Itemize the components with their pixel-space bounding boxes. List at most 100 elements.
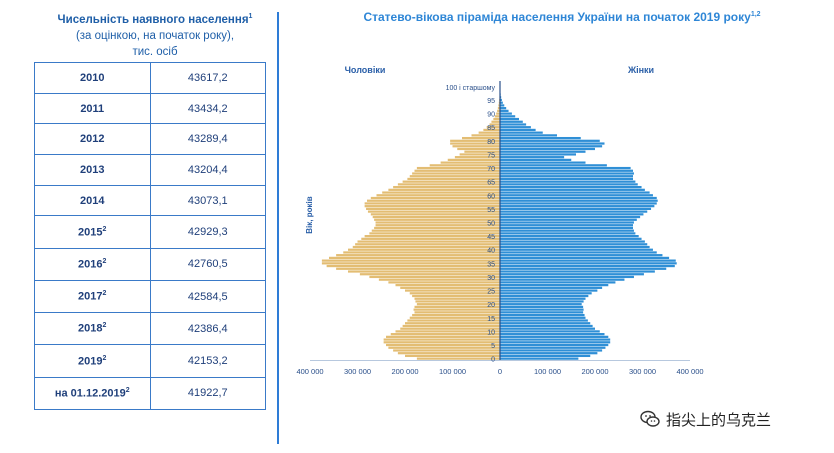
bar-women-age-28 bbox=[500, 281, 616, 284]
bar-women-age-26 bbox=[500, 286, 603, 289]
bar-men-age-28 bbox=[388, 281, 500, 284]
population-value-cell: 42386,4 bbox=[149, 312, 266, 346]
bar-women-age-57 bbox=[500, 202, 657, 205]
bar-men-age-29 bbox=[378, 278, 500, 281]
bar-women-age-84 bbox=[500, 128, 536, 132]
population-value-cell: 42584,5 bbox=[149, 279, 266, 314]
bar-women-age-31 bbox=[500, 273, 644, 276]
age-tick-label: 55 bbox=[487, 207, 495, 214]
bar-men-age-59 bbox=[370, 196, 500, 200]
age-tick-label: 10 bbox=[487, 329, 495, 336]
bar-women-age-59 bbox=[500, 196, 657, 200]
bar-men-age-52 bbox=[372, 215, 500, 219]
bar-women-age-33 bbox=[500, 267, 667, 270]
bar-women-age-87 bbox=[500, 120, 523, 123]
bar-women-age-49 bbox=[500, 224, 633, 227]
bar-men-age-17 bbox=[414, 311, 500, 314]
bar-men-age-67 bbox=[409, 175, 500, 178]
bar-women-age-35 bbox=[500, 262, 677, 265]
x-tick-label: 100 000 bbox=[439, 367, 466, 376]
bar-women-age-78 bbox=[500, 145, 603, 148]
age-tick-label: 20 bbox=[487, 302, 495, 309]
bar-women-age-24 bbox=[500, 292, 592, 295]
x-tick-label: 200 000 bbox=[581, 367, 608, 376]
bar-women-age-19 bbox=[500, 305, 584, 309]
bar-women-age-8 bbox=[500, 335, 609, 338]
bar-women-age-85 bbox=[500, 126, 531, 129]
y-axis-label: Вік, років bbox=[305, 196, 314, 233]
year-cell: 2011 bbox=[34, 92, 151, 125]
bar-women-age-83 bbox=[500, 131, 543, 134]
bar-women-age-75 bbox=[500, 153, 576, 156]
bar-women-age-1 bbox=[500, 354, 591, 358]
age-tick-label: 95 bbox=[487, 98, 495, 105]
legend-men: Чоловіки bbox=[345, 65, 386, 75]
bar-women-age-66 bbox=[500, 177, 633, 181]
bar-women-age-16 bbox=[500, 313, 585, 317]
bar-women-age-81 bbox=[500, 136, 581, 140]
table-row: 2011 43434,2 bbox=[34, 92, 266, 125]
bar-women-age-46 bbox=[500, 232, 636, 235]
bar-men-age-41 bbox=[352, 245, 500, 249]
population-value-cell: 42929,3 bbox=[149, 215, 266, 249]
bar-men-age-1 bbox=[405, 354, 500, 358]
bar-men-age-25 bbox=[405, 289, 500, 292]
left-panel-header: Чисельність наявного населення1 (за оцін… bbox=[35, 9, 275, 60]
year-cell: 20162 bbox=[34, 247, 151, 281]
bar-women-age-50 bbox=[500, 221, 634, 224]
bar-women-age-86 bbox=[500, 123, 527, 126]
bar-men-age-84 bbox=[483, 128, 500, 132]
bar-women-age-13 bbox=[500, 322, 591, 325]
bar-men-age-91 bbox=[497, 109, 500, 112]
bar-men-age-79 bbox=[450, 142, 500, 145]
population-value-cell: 42760,5 bbox=[149, 247, 266, 281]
x-tick-label: 400 000 bbox=[296, 367, 323, 376]
bar-men-age-65 bbox=[402, 180, 500, 183]
x-tick-label: 300 000 bbox=[344, 367, 371, 376]
bar-men-age-14 bbox=[407, 319, 500, 322]
year-cell: на 01.12.20192 bbox=[34, 376, 151, 411]
bar-women-age-74 bbox=[500, 156, 565, 159]
bar-men-age-32 bbox=[348, 270, 500, 273]
bar-men-age-53 bbox=[370, 213, 500, 216]
bar-women-age-37 bbox=[500, 256, 670, 260]
bar-women-age-82 bbox=[500, 134, 557, 137]
table-row: 2014 43073,1 bbox=[34, 184, 266, 217]
bar-men-age-69 bbox=[414, 169, 500, 172]
bar-men-age-6 bbox=[383, 341, 500, 344]
bar-men-age-60 bbox=[376, 194, 500, 197]
bar-men-age-39 bbox=[343, 251, 500, 254]
legend-women: Жінки bbox=[627, 65, 654, 75]
bar-men-age-86 bbox=[489, 123, 500, 126]
bar-women-age-40 bbox=[500, 248, 653, 251]
bar-women-age-71 bbox=[500, 164, 607, 167]
bar-men-age-62 bbox=[388, 188, 500, 191]
bar-men-age-31 bbox=[359, 273, 500, 276]
population-table-subtitle: (за оцінкою, на початок року), bbox=[75, 29, 235, 42]
bar-women-age-73 bbox=[500, 158, 572, 161]
bar-women-age-92 bbox=[500, 107, 507, 110]
chart-title: Статево-вікова піраміда населення Україн… bbox=[363, 10, 761, 24]
population-table: 2010 43617,2 2011 43434,2 2012 43289,4 2013 432… bbox=[34, 62, 266, 411]
bar-men-age-61 bbox=[382, 191, 500, 194]
population-table-title: Чисельність наявного населення1 bbox=[57, 13, 253, 26]
bar-men-age-54 bbox=[367, 210, 500, 213]
vertical-divider bbox=[277, 12, 279, 444]
bar-women-age-64 bbox=[500, 183, 638, 186]
bar-men-age-36 bbox=[321, 259, 500, 262]
bar-men-age-74 bbox=[454, 156, 500, 159]
bar-men-age-49 bbox=[375, 224, 500, 227]
bar-women-age-5 bbox=[500, 343, 609, 347]
bar-men-age-90 bbox=[496, 112, 500, 115]
bar-women-age-93 bbox=[500, 104, 505, 107]
x-tick-label: 100 000 bbox=[534, 367, 561, 376]
bar-men-age-44 bbox=[361, 237, 500, 240]
bar-women-age-39 bbox=[500, 251, 657, 254]
year-cell: 2014 bbox=[34, 184, 151, 217]
bar-men-age-93 bbox=[498, 104, 500, 107]
table-row: на 01.12.20192 41922,7 bbox=[34, 376, 266, 411]
bar-men-age-46 bbox=[369, 232, 500, 235]
bar-men-age-19 bbox=[414, 305, 500, 309]
bar-men-age-73 bbox=[447, 158, 500, 161]
bar-women-age-63 bbox=[500, 185, 642, 189]
